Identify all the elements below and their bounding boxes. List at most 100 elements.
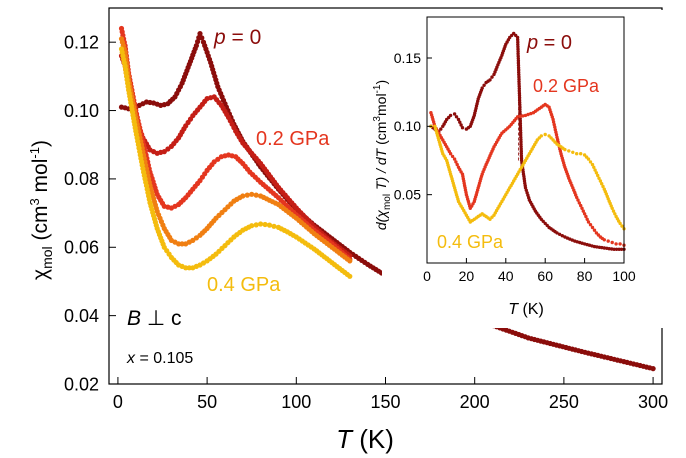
data-point — [523, 113, 528, 118]
data-point — [601, 184, 605, 189]
data-point — [480, 86, 484, 90]
data-point — [600, 245, 604, 250]
label-doping: x = 0.105 — [126, 350, 193, 367]
data-point — [271, 223, 277, 229]
data-point — [612, 247, 616, 251]
data-point — [459, 123, 463, 127]
data-point — [619, 247, 624, 251]
data-point — [193, 235, 199, 241]
x-tick-label: 100 — [612, 268, 636, 284]
data-point — [592, 165, 596, 169]
data-point — [253, 222, 259, 228]
data-point — [249, 223, 255, 229]
data-point — [249, 191, 255, 197]
data-point — [575, 195, 579, 200]
data-point — [266, 222, 273, 228]
inset-x-axis-label: T (K) — [508, 301, 544, 318]
data-point — [450, 154, 455, 159]
data-point — [611, 209, 616, 213]
data-point — [567, 149, 571, 153]
data-point — [518, 114, 522, 119]
data-point — [614, 247, 619, 251]
data-point — [183, 265, 189, 271]
series-p02 — [429, 102, 626, 247]
data-point — [592, 228, 597, 232]
data-point — [458, 120, 462, 124]
series-p04 — [118, 46, 353, 279]
inset-y-axis-label: d(χmol T) / dT (cm3mol-1) — [372, 80, 393, 230]
data-point — [519, 140, 523, 144]
y-tick-label: 0.15 — [394, 50, 421, 66]
data-point — [613, 212, 617, 216]
data-point — [448, 113, 453, 118]
x-tick-label: 300 — [638, 392, 668, 412]
data-point — [518, 119, 522, 123]
x-tick-label: 0 — [423, 268, 431, 284]
data-point — [193, 43, 199, 49]
y-tick-label: 0.12 — [64, 32, 99, 52]
data-point — [620, 224, 624, 228]
data-point — [543, 132, 547, 137]
data-point — [253, 192, 259, 198]
data-point — [539, 134, 543, 138]
data-point — [448, 152, 453, 156]
data-point — [262, 221, 268, 228]
data-point — [215, 156, 221, 162]
label-0.2-gpa: 0.2 GPa — [256, 128, 330, 150]
inset-data-points — [429, 31, 626, 251]
data-point — [199, 35, 205, 41]
main-ticks: 0 50 100 150 200 250 3000.020.040.060.080.100.… — [64, 32, 668, 412]
inset-plot-frame — [426, 16, 625, 264]
label-field-orientation: B ⊥ c — [127, 307, 181, 330]
data-point — [575, 152, 579, 156]
data-point — [614, 242, 618, 246]
data-point — [244, 192, 250, 198]
y-tick-label: 0.10 — [64, 101, 99, 121]
x-tick-label: 60 — [537, 268, 553, 284]
data-point — [490, 75, 494, 79]
data-point — [179, 241, 185, 247]
data-point — [557, 232, 562, 236]
x-tick-label: 40 — [498, 268, 514, 284]
x-tick-label: 150 — [370, 392, 400, 412]
label-p0: p = 0 — [213, 26, 261, 49]
data-point — [526, 112, 530, 117]
data-point — [598, 179, 603, 183]
data-point — [454, 115, 459, 119]
y-tick-label: 0.08 — [64, 169, 99, 189]
data-point — [593, 168, 597, 172]
series-p0 — [429, 31, 626, 251]
x-tick-label: 100 — [281, 392, 311, 412]
data-point — [161, 149, 167, 155]
data-point — [455, 162, 459, 167]
data-point — [596, 173, 600, 178]
data-point — [460, 126, 465, 130]
data-point — [610, 206, 614, 210]
data-point — [258, 221, 264, 227]
data-point — [586, 157, 591, 161]
data-point — [584, 214, 588, 219]
data-point — [617, 247, 621, 251]
data-point — [579, 152, 583, 156]
data-point — [452, 157, 457, 161]
data-point — [553, 125, 557, 129]
data-point — [610, 240, 614, 245]
data-point — [551, 120, 556, 124]
main-x-axis-label: T (K) — [336, 424, 394, 454]
data-point — [456, 117, 461, 122]
data-point — [602, 246, 606, 250]
data-point — [347, 258, 353, 264]
data-point — [521, 114, 525, 118]
data-point — [240, 193, 246, 199]
data-point — [577, 201, 581, 205]
data-point — [563, 147, 567, 152]
inset-label-0.4-gpa: 0.4 GPa — [437, 232, 504, 252]
data-point — [618, 221, 622, 226]
series-p04 — [429, 124, 626, 231]
data-point — [454, 160, 458, 164]
inset-label-0.2-gpa: 0.2 GPa — [533, 76, 600, 96]
x-tick-label: 50 — [197, 392, 217, 412]
x-tick-label: 80 — [577, 268, 593, 284]
data-point — [519, 151, 523, 156]
